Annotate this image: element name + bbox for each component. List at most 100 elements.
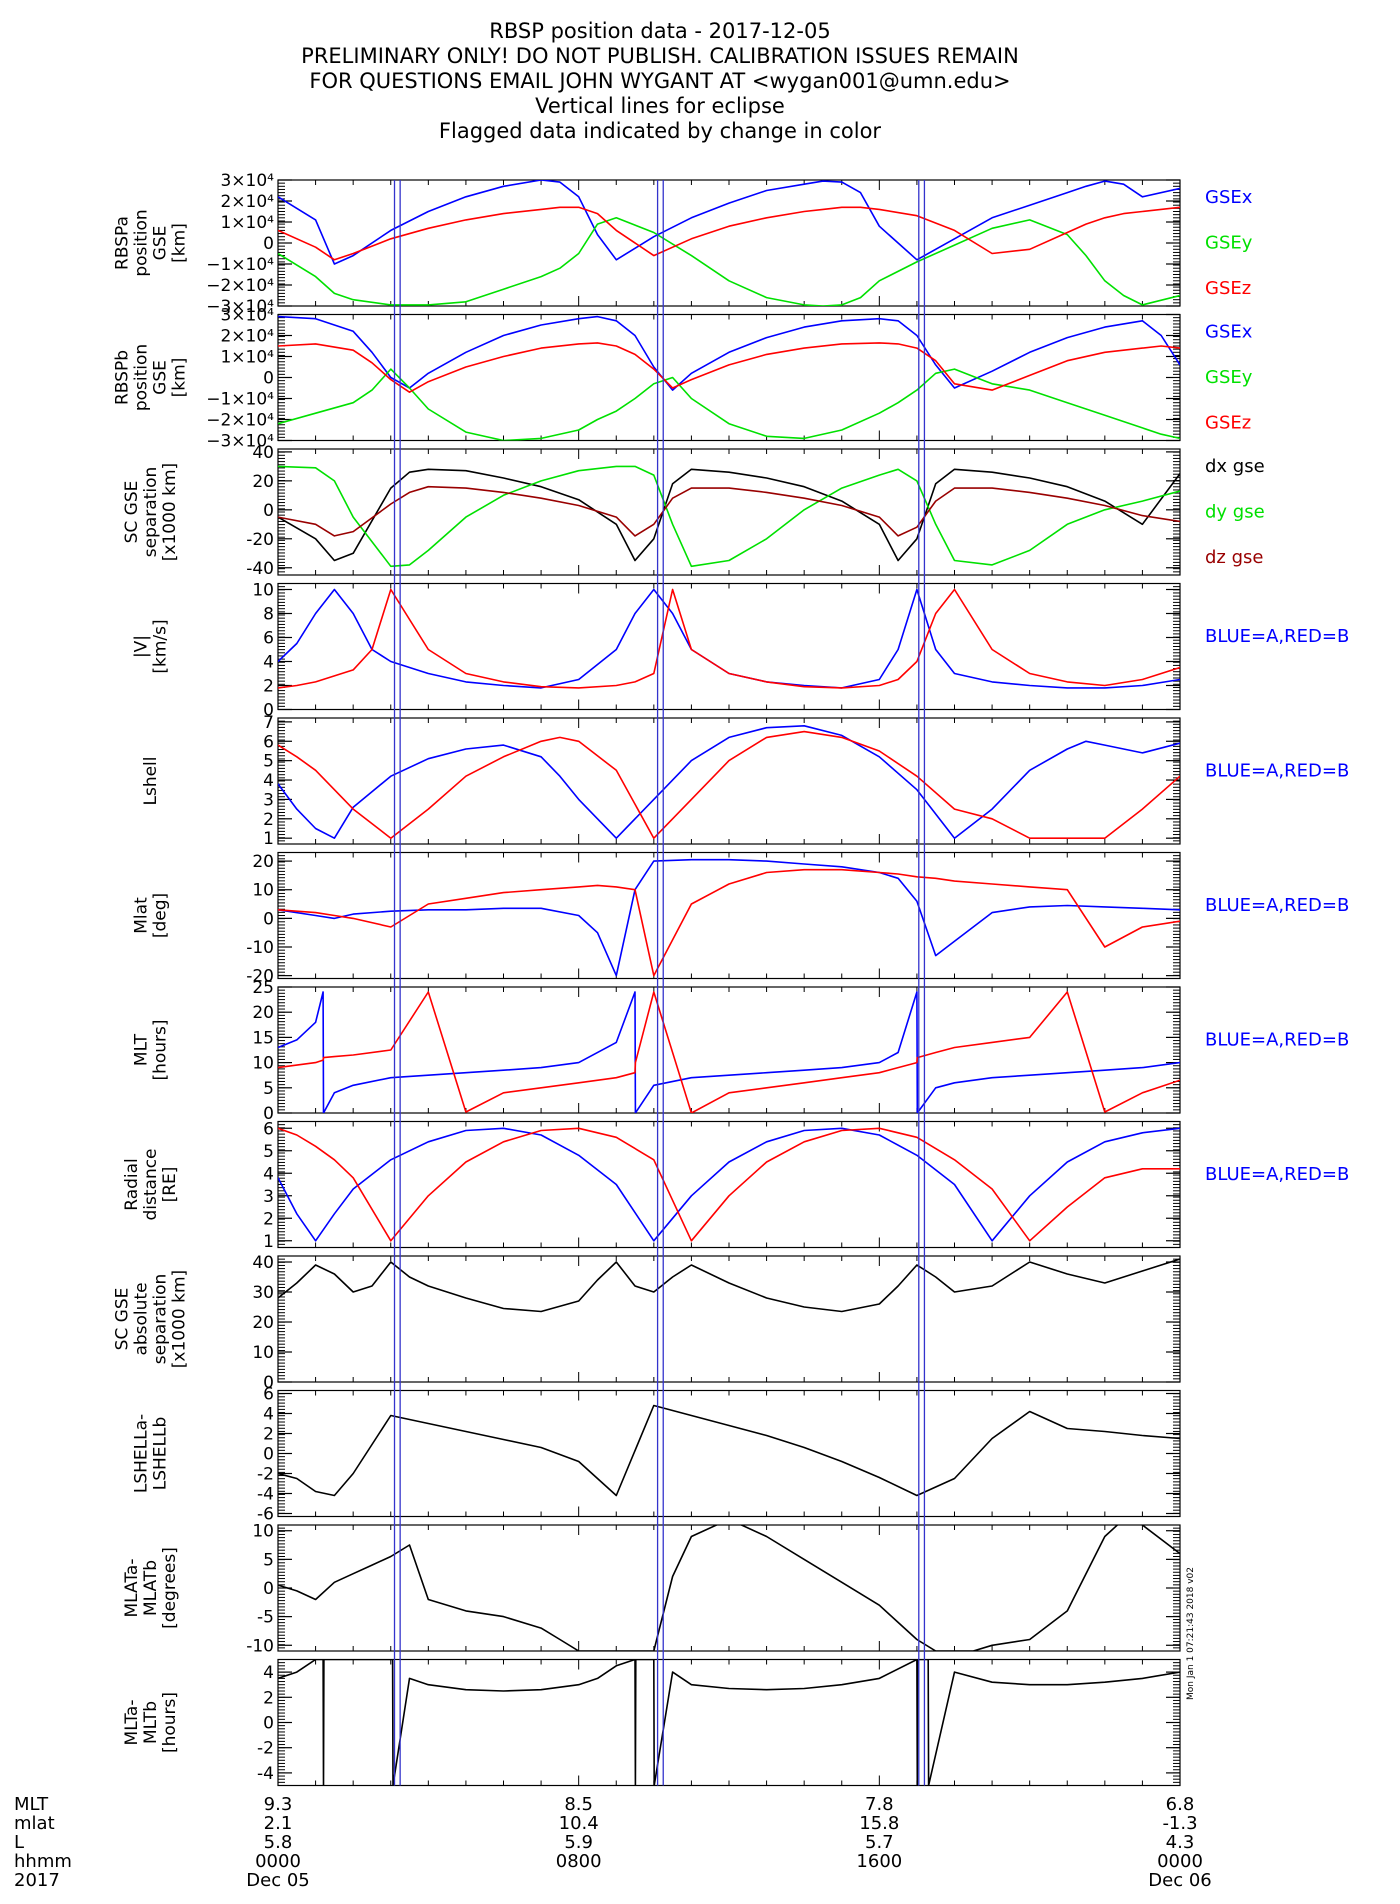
y-tick-label: 20 bbox=[252, 1003, 274, 1023]
y-tick-label: 5 bbox=[263, 1142, 274, 1162]
y-tick-label: 5 bbox=[263, 1550, 274, 1570]
legend-entry: dz gse bbox=[1205, 547, 1263, 568]
y-axis-title-line: GSE bbox=[151, 360, 171, 395]
panel-frame bbox=[277, 582, 1181, 711]
panel-sc-sep: 40 20 0 -20 -40 SC GSE separation [x1000 km] dx … bbox=[122, 443, 1265, 579]
y-tick-label: 0 bbox=[263, 1445, 274, 1465]
y-axis-title-line: MLTb bbox=[141, 1701, 161, 1744]
y-tick-label: -10 bbox=[246, 938, 274, 958]
y-tick-label: 10 bbox=[252, 1343, 274, 1363]
panel-frame bbox=[277, 313, 1181, 442]
minor-ticks bbox=[278, 1256, 1180, 1382]
bottom-tick-value: 0800 bbox=[556, 1851, 602, 1872]
y-axis-title-line: absolute bbox=[132, 1282, 152, 1355]
minor-ticks bbox=[278, 1525, 1180, 1651]
y-tick-label: 3×10⁴ bbox=[220, 171, 274, 191]
series-line-separation bbox=[278, 1258, 1180, 1313]
panel-frame bbox=[277, 851, 1181, 980]
eclipse-lines bbox=[393, 180, 926, 1786]
legend-entry: BLUE=A,RED=B bbox=[1205, 760, 1349, 781]
bottom-tick-value: 4.3 bbox=[1166, 1832, 1195, 1853]
y-tick-label: 20 bbox=[252, 852, 274, 872]
y-tick-label: -5 bbox=[257, 1608, 274, 1628]
panel-mlt: 25 20 15 10 5 0 MLT [hours] BLUE=A,RED=B bbox=[132, 978, 1350, 1124]
series-line-a bbox=[278, 1127, 1180, 1242]
y-tick-label: 10 bbox=[252, 581, 274, 601]
y-axis-title-line: MLATb bbox=[141, 1560, 161, 1616]
legend-entry: GSEx bbox=[1205, 187, 1253, 208]
y-axis-title-line: SC GSE bbox=[122, 481, 142, 544]
y-axis-title-line: GSE bbox=[151, 226, 171, 261]
title-line-2: PRELIMINARY ONLY! DO NOT PUBLISH. CALIBR… bbox=[301, 44, 1019, 68]
y-tick-label: 4 bbox=[263, 1405, 274, 1425]
legend-entry: dy gse bbox=[1205, 501, 1265, 522]
y-axis-title-line: MLATa- bbox=[122, 1559, 142, 1618]
y-tick-label: 5 bbox=[263, 752, 274, 772]
bottom-tick-value: 7.8 bbox=[865, 1794, 894, 1815]
y-axis-title-line: [km/s] bbox=[151, 619, 171, 673]
y-axis-title-line: MLTa- bbox=[122, 1700, 142, 1746]
y-tick-label: 2 bbox=[263, 810, 274, 830]
series-line-diff bbox=[278, 1659, 1180, 1786]
y-tick-label: 0 bbox=[263, 701, 274, 721]
y-axis-title-line: [deg] bbox=[151, 893, 171, 938]
bottom-tick-value: 5.9 bbox=[564, 1832, 593, 1853]
y-tick-label: 0 bbox=[263, 909, 274, 929]
y-tick-label: 4 bbox=[263, 1164, 274, 1184]
y-tick-label: 1×10⁴ bbox=[220, 348, 274, 368]
legend-entry: dx gse bbox=[1205, 456, 1265, 477]
y-axis-title-line: distance bbox=[141, 1148, 161, 1220]
y-tick-label: −2×10⁴ bbox=[206, 411, 274, 431]
bottom-tick-value: 5.7 bbox=[865, 1832, 894, 1853]
y-tick-label: 0 bbox=[263, 1104, 274, 1124]
legend-entry: BLUE=A,RED=B bbox=[1205, 1029, 1349, 1050]
title-line-5: Flagged data indicated by change in colo… bbox=[439, 119, 882, 143]
series-line-gsex bbox=[278, 180, 1180, 265]
bottom-tick-value: 6.8 bbox=[1166, 1794, 1195, 1815]
y-tick-label: -40 bbox=[246, 559, 274, 579]
y-tick-label: 40 bbox=[252, 443, 274, 463]
panel-frame bbox=[277, 1658, 1181, 1787]
y-tick-label: -2 bbox=[257, 1739, 274, 1759]
y-tick-label: 20 bbox=[252, 472, 274, 492]
y-tick-label: 2 bbox=[263, 1209, 274, 1229]
y-tick-label: −1×10⁴ bbox=[206, 390, 274, 410]
panel-frame bbox=[277, 1389, 1181, 1518]
legend-entry: GSEy bbox=[1205, 367, 1253, 388]
legend-entry: BLUE=A,RED=B bbox=[1205, 895, 1349, 916]
y-tick-label: 6 bbox=[263, 1385, 274, 1405]
bottom-tick-value: 0000 bbox=[1157, 1851, 1203, 1872]
series-line-a bbox=[278, 991, 1180, 1113]
y-axis-title-line: [hours] bbox=[160, 1692, 180, 1753]
y-axis-title-line: [hours] bbox=[151, 1019, 171, 1080]
y-tick-label: -20 bbox=[246, 967, 274, 987]
panel-mlat-diff: 10 5 0 -5 -10 MLATa- MLATb [degrees] bbox=[122, 1522, 1181, 1656]
y-axis-title-line: [km] bbox=[170, 223, 190, 263]
y-tick-label: 10 bbox=[252, 1522, 274, 1542]
series-line-b bbox=[278, 868, 1180, 977]
series-line-b bbox=[278, 991, 1180, 1113]
bottom-tick-value: 5.8 bbox=[264, 1832, 293, 1853]
y-tick-label: 0 bbox=[263, 1714, 274, 1734]
y-tick-label: -2 bbox=[257, 1465, 274, 1485]
y-tick-label: 25 bbox=[252, 978, 274, 998]
title-line-4: Vertical lines for eclipse bbox=[535, 94, 785, 118]
legend-entry: GSEx bbox=[1205, 322, 1253, 343]
legend-entry: BLUE=A,RED=B bbox=[1205, 1164, 1349, 1185]
panel-frame bbox=[277, 448, 1181, 576]
legend-entry: BLUE=A,RED=B bbox=[1205, 626, 1349, 647]
panel-mlat: 20 10 0 -10 -20 Mlat [deg] BLUE=A,RED=B bbox=[132, 851, 1349, 987]
y-axis-title-line: [x1000 km] bbox=[170, 1270, 190, 1368]
y-axis-title-line: position bbox=[132, 344, 152, 411]
y-tick-label: 0 bbox=[263, 1373, 274, 1393]
legend-entry: GSEz bbox=[1205, 278, 1251, 299]
series-line-b bbox=[278, 588, 1180, 689]
y-axis-title-line: Radial bbox=[122, 1158, 142, 1211]
